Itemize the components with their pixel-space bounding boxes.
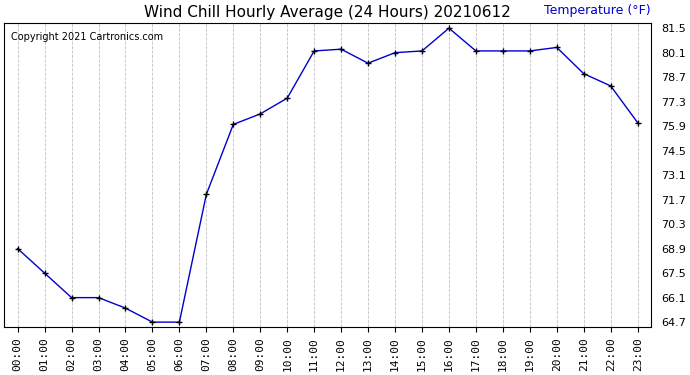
Text: Copyright 2021 Cartronics.com: Copyright 2021 Cartronics.com — [10, 32, 163, 42]
Text: Temperature (°F): Temperature (°F) — [544, 4, 651, 17]
Title: Wind Chill Hourly Average (24 Hours) 20210612: Wind Chill Hourly Average (24 Hours) 202… — [144, 5, 511, 20]
